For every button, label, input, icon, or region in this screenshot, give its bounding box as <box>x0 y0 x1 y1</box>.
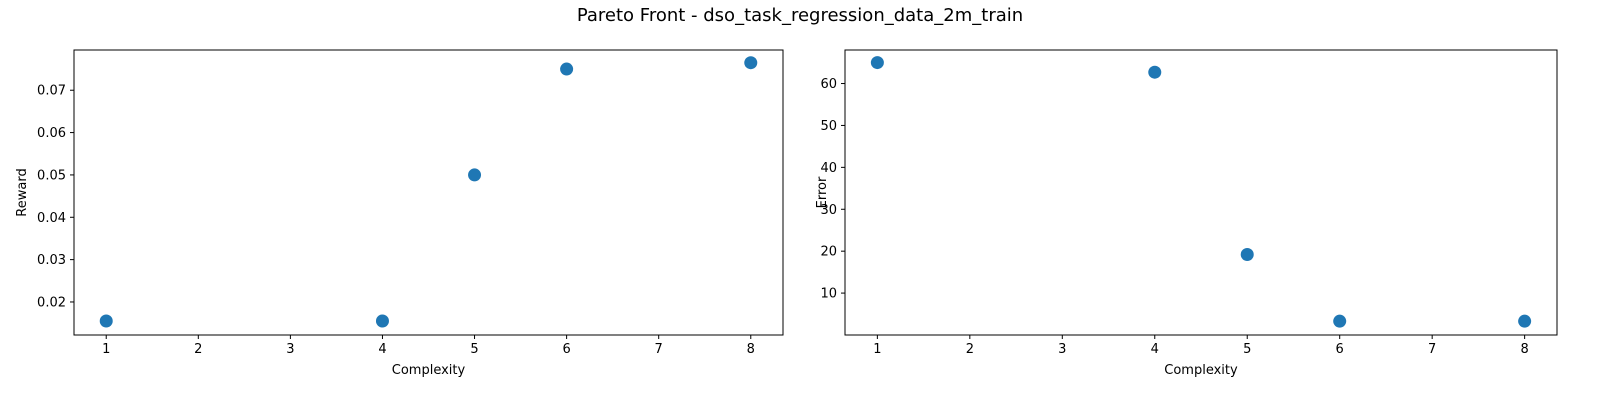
error-y-axis-label: Error <box>815 176 830 208</box>
error-x-tick-label: 5 <box>1243 342 1251 357</box>
reward-x-tick-label: 3 <box>286 342 294 357</box>
reward-y-tick-label: 0.03 <box>37 253 66 268</box>
error-y-tick-label: 40 <box>820 161 837 176</box>
error-y-tick-label: 30 <box>820 203 837 218</box>
error-data-point <box>1240 248 1254 262</box>
error-x-tick-label: 6 <box>1336 342 1344 357</box>
reward-data-point <box>99 314 113 328</box>
reward-y-tick-label: 0.02 <box>37 295 66 310</box>
error-data-point <box>1518 314 1532 328</box>
error-y-tick-label: 10 <box>820 287 837 302</box>
error-data-point <box>1333 314 1347 328</box>
error-y-tick-label: 60 <box>820 77 837 92</box>
reward-y-tick-label: 0.05 <box>37 168 66 183</box>
reward-data-point <box>375 314 389 328</box>
reward-y-tick-label: 0.04 <box>37 211 66 226</box>
error-x-tick-label: 4 <box>1151 342 1159 357</box>
reward-x-tick-label: 5 <box>470 342 478 357</box>
reward-x-tick-label: 7 <box>655 342 663 357</box>
error-data-point <box>870 56 884 70</box>
reward-data-point <box>560 62 574 76</box>
reward-x-tick-label: 2 <box>194 342 202 357</box>
reward-x-tick-label: 4 <box>378 342 386 357</box>
error-y-tick-label: 20 <box>820 245 837 260</box>
reward-x-axis-label: Complexity <box>392 363 466 378</box>
reward-x-tick-label: 8 <box>747 342 755 357</box>
figure-title: Pareto Front - dso_task_regression_data_… <box>576 5 1024 26</box>
reward-y-tick-label: 0.07 <box>37 84 66 99</box>
error-scatter-chart: 1 2 3 4 5 6 7 8 10 20 30 40 50 60 Complexity Error <box>815 49 1558 378</box>
error-x-tick-label: 1 <box>873 342 881 357</box>
error-y-tick-label: 50 <box>820 119 837 134</box>
reward-data-point <box>468 168 482 182</box>
reward-y-axis-label: Reward <box>15 168 30 216</box>
reward-y-tick-label: 0.06 <box>37 126 66 141</box>
error-x-tick-label: 8 <box>1520 342 1528 357</box>
error-plot-frame <box>844 49 1558 336</box>
reward-plot-frame <box>73 49 784 336</box>
error-x-tick-label: 3 <box>1058 342 1066 357</box>
reward-x-tick-label: 6 <box>562 342 570 357</box>
reward-scatter-chart: 1 2 3 4 5 6 7 8 0.02 0.03 0.04 0.05 0.06 0.07 Complexi… <box>15 49 784 378</box>
error-x-axis-label: Complexity <box>1164 363 1238 378</box>
reward-x-tick-label: 1 <box>102 342 110 357</box>
error-data-point <box>1148 65 1162 79</box>
error-x-tick-label: 7 <box>1428 342 1436 357</box>
reward-data-point <box>744 56 758 70</box>
error-x-tick-label: 2 <box>966 342 974 357</box>
